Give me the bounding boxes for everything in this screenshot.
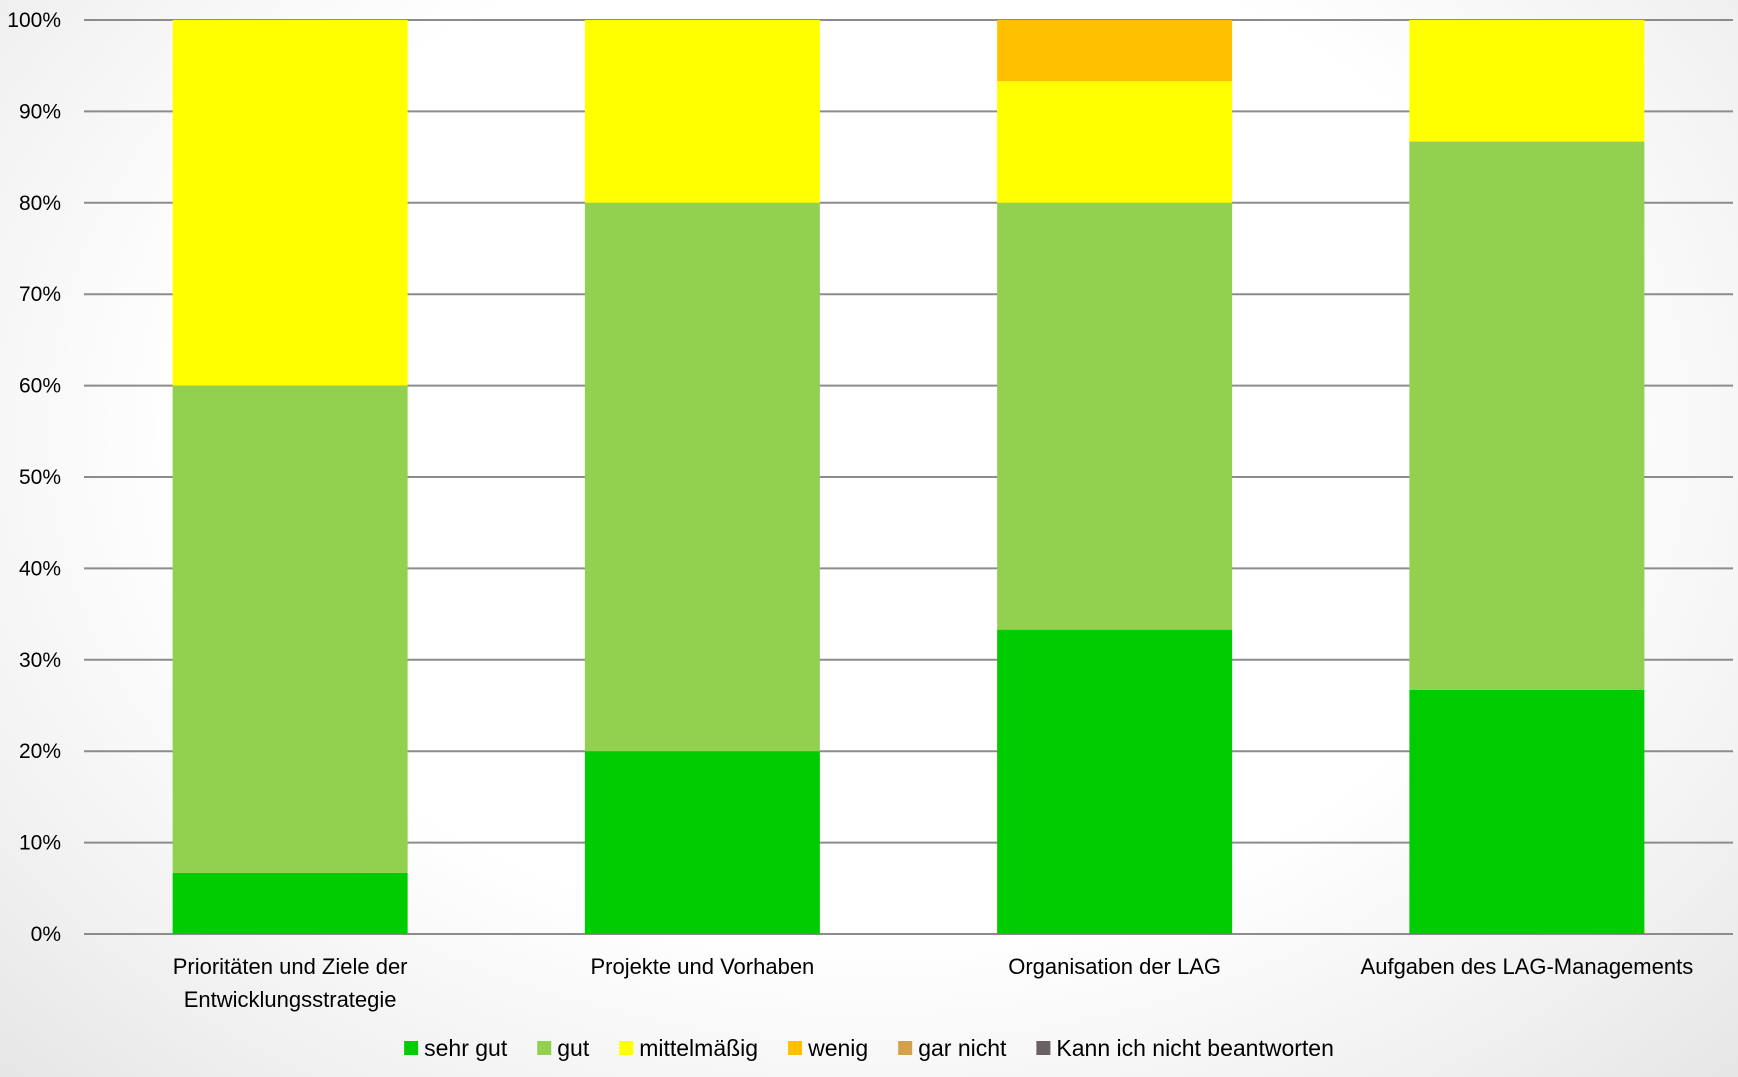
y-tick-label: 50% — [19, 466, 61, 489]
legend-swatch — [404, 1041, 419, 1055]
bar-segment — [997, 20, 1233, 82]
legend-label: gut — [557, 1035, 590, 1061]
y-tick-label: 70% — [19, 283, 61, 306]
bar-segment — [997, 202, 1233, 630]
bar-segment — [172, 20, 408, 386]
x-category-label: Prioritäten und Ziele der — [173, 954, 408, 979]
legend-swatch — [537, 1041, 552, 1055]
y-tick-label: 0% — [31, 923, 61, 946]
legend-label: gar nicht — [918, 1035, 1007, 1061]
y-tick-label: 40% — [19, 557, 61, 580]
bar-segment — [997, 81, 1233, 203]
x-category-label: Aufgaben des LAG-Managements — [1361, 954, 1694, 979]
legend-label: wenig — [807, 1035, 868, 1061]
bars — [172, 20, 1645, 934]
y-tick-label: 100% — [7, 9, 61, 32]
legend-swatch — [788, 1041, 803, 1055]
y-tick-label: 80% — [19, 192, 61, 215]
x-axis-categories: Prioritäten und Ziele der Entwicklungsstr… — [173, 954, 1693, 1012]
bar-segment — [584, 20, 820, 203]
y-tick-label: 90% — [19, 100, 61, 123]
y-tick-label: 10% — [19, 832, 61, 855]
bar-segment — [997, 629, 1233, 934]
x-category-label: Entwicklungsstrategie — [184, 987, 397, 1012]
bar-segment — [584, 202, 820, 752]
bar-segment — [1409, 689, 1645, 934]
bar-segment — [172, 385, 408, 873]
bar-segment — [1409, 20, 1645, 142]
legend-label: sehr gut — [424, 1035, 508, 1061]
bar-segment — [584, 751, 820, 934]
legend-swatch — [898, 1041, 913, 1055]
y-tick-label: 30% — [19, 649, 61, 672]
bar-segment — [172, 872, 408, 934]
legend-label: mittelmäßig — [639, 1035, 758, 1061]
y-tick-label: 60% — [19, 375, 61, 398]
legend-swatch — [1036, 1041, 1051, 1055]
y-axis-ticks: 0% 10% 20% 30% 40% 50% 60% 70% 80% 90% 100% — [7, 9, 61, 946]
y-tick-label: 20% — [19, 740, 61, 763]
legend-label: Kann ich nicht beantworten — [1056, 1035, 1333, 1061]
x-category-label: Projekte und Vorhaben — [590, 954, 814, 979]
legend-swatch — [619, 1041, 634, 1055]
x-category-label: Organisation der LAG — [1008, 954, 1221, 979]
bar-segment — [1409, 141, 1645, 690]
legend: sehr gut gut mittelmäßig wenig gar nicht Kann… — [404, 1035, 1334, 1061]
